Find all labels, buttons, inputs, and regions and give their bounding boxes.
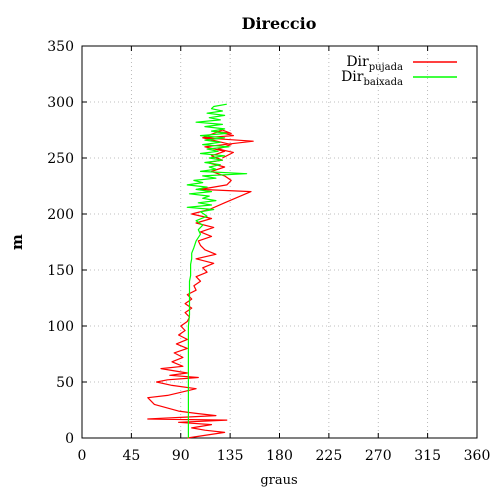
legend: Dirpujada Dirbaixada — [341, 54, 457, 88]
x-tick-label: 225 — [316, 448, 343, 464]
x-tick-label: 135 — [217, 448, 244, 464]
x-tick-label: 0 — [78, 448, 87, 464]
x-tick-label: 90 — [172, 448, 190, 464]
x-axis-label: graus — [260, 473, 297, 488]
y-tick-label: 350 — [47, 39, 74, 55]
y-tick-label: 300 — [47, 95, 74, 111]
legend-sub-baixada: baixada — [363, 77, 403, 88]
legend-label-baixada: Dirbaixada — [341, 69, 403, 88]
y-tick-label: 0 — [65, 431, 74, 447]
legend-sub-pujada: pujada — [369, 62, 403, 73]
x-tick-label: 360 — [464, 448, 491, 464]
y-tick-label: 50 — [56, 375, 74, 391]
y-tick-label: 100 — [47, 319, 74, 335]
x-tick-label: 270 — [365, 448, 392, 464]
series-line-pujada — [147, 129, 254, 439]
y-tick-label: 250 — [47, 151, 74, 167]
chart-title: Direccio — [242, 14, 317, 33]
grid — [82, 46, 477, 438]
legend-name-pujada: Dir — [346, 54, 369, 70]
series-layer — [147, 103, 254, 439]
y-axis-label: m — [8, 234, 26, 250]
x-tick-label: 315 — [414, 448, 441, 464]
axis-ticks: 0 45 90 135 180 225 270 315 360 0 50 100 150 200 250 30… — [47, 39, 490, 464]
x-tick-label: 180 — [266, 448, 293, 464]
series-line-baixada — [186, 103, 248, 438]
legend-label-pujada: Dirpujada — [346, 54, 403, 73]
legend-name-baixada: Dir — [341, 69, 364, 85]
y-tick-label: 150 — [47, 263, 74, 279]
y-tick-label: 200 — [47, 207, 74, 223]
x-tick-label: 45 — [122, 448, 140, 464]
